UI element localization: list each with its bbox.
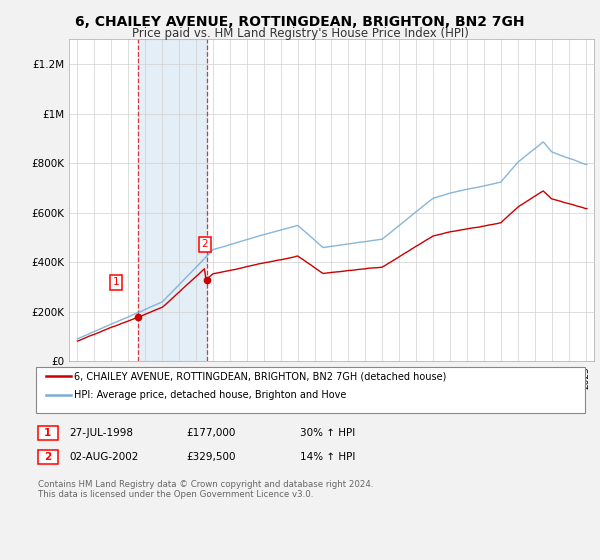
Bar bbox=[138, 39, 206, 361]
Text: HPI: Average price, detached house, Brighton and Hove: HPI: Average price, detached house, Brig… bbox=[74, 390, 346, 400]
Text: £177,000: £177,000 bbox=[186, 428, 235, 438]
Text: 6, CHAILEY AVENUE, ROTTINGDEAN, BRIGHTON, BN2 7GH (detached house): 6, CHAILEY AVENUE, ROTTINGDEAN, BRIGHTON… bbox=[74, 371, 446, 381]
Text: Contains HM Land Registry data © Crown copyright and database right 2024.
This d: Contains HM Land Registry data © Crown c… bbox=[38, 480, 373, 500]
Text: 14% ↑ HPI: 14% ↑ HPI bbox=[300, 452, 355, 462]
Text: 1: 1 bbox=[44, 428, 52, 438]
Text: 27-JUL-1998: 27-JUL-1998 bbox=[69, 428, 133, 438]
Text: 6, CHAILEY AVENUE, ROTTINGDEAN, BRIGHTON, BN2 7GH: 6, CHAILEY AVENUE, ROTTINGDEAN, BRIGHTON… bbox=[75, 15, 525, 29]
Text: 2: 2 bbox=[202, 239, 208, 249]
Text: Price paid vs. HM Land Registry's House Price Index (HPI): Price paid vs. HM Land Registry's House … bbox=[131, 27, 469, 40]
Text: 02-AUG-2002: 02-AUG-2002 bbox=[69, 452, 139, 462]
Text: £329,500: £329,500 bbox=[186, 452, 235, 462]
Text: 30% ↑ HPI: 30% ↑ HPI bbox=[300, 428, 355, 438]
Text: 1: 1 bbox=[113, 277, 119, 287]
Text: 2: 2 bbox=[44, 452, 52, 462]
